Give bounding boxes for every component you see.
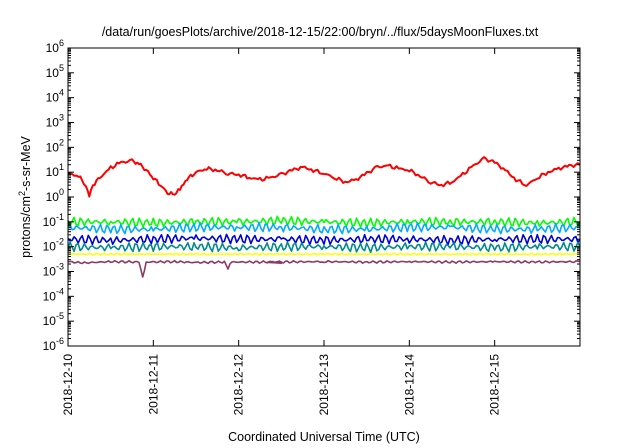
y-axis-label: protons/cm2-s-sr-MeV [17,135,33,257]
y-tick-label: 10-1 [43,212,64,229]
series-line-1 [68,156,581,198]
y-tick-base: 10 [43,339,57,353]
series-line-2 [67,215,581,229]
x-tick-label: 2018-12-12 [232,354,246,416]
chart-title: /data/run/goesPlots/archive/2018-12-15/2… [102,25,539,39]
x-tick-label: 2018-12-14 [402,354,416,416]
y-tick-exp: 4 [59,88,64,98]
y-tick-exp: -5 [56,311,64,321]
y-axis-label-base: protons/cm [19,196,33,258]
y-tick-label: 10-2 [43,237,64,254]
y-tick-exp: 2 [59,137,64,147]
y-tick-base: 10 [43,289,57,303]
y-tick-label: 10-3 [43,262,64,279]
x-tick-label: 2018-12-10 [61,354,75,416]
y-tick-base: 10 [46,91,60,105]
y-tick-exp: 1 [59,162,64,172]
series-line-7 [67,259,581,278]
y-tick-base: 10 [46,190,60,204]
x-tick-label: 2018-12-15 [488,354,502,416]
y-tick-base: 10 [43,265,57,279]
y-tick-exp: -1 [56,212,64,222]
y-tick-base: 10 [43,215,57,229]
y-tick-base: 10 [46,41,60,55]
y-tick-exp: 3 [59,113,64,123]
y-tick-label: 100 [46,187,64,204]
series-line-4 [67,233,581,246]
y-tick-label: 105 [46,63,64,80]
y-axis-label-rest: -s-sr-MeV [19,135,33,191]
y-tick-exp: -4 [56,286,64,296]
x-tick-label: 2018-12-11 [146,354,160,415]
series-layer [67,156,581,278]
plot-frame [67,47,581,347]
y-tick-label: 101 [46,162,64,179]
y-tick-label: 10-4 [43,286,64,303]
y-tick-exp: -2 [56,237,64,247]
y-tick-base: 10 [46,116,60,130]
y-tick-label: 103 [46,113,64,130]
tick-layer: 10610510410310210110010-110-210-310-410-… [43,38,580,415]
y-tick-base: 10 [46,165,60,179]
x-tick-label: 2018-12-13 [317,354,331,416]
y-tick-label: 104 [46,88,64,105]
y-tick-exp: 0 [59,187,64,197]
y-tick-exp: 5 [59,63,64,73]
y-tick-label: 10-5 [43,311,64,328]
y-axis-label-sup: 2 [17,191,27,196]
y-tick-label: 102 [46,137,64,154]
x-axis-label: Coordinated Universal Time (UTC) [228,430,420,444]
series-line-6 [67,252,580,256]
y-tick-label: 10-6 [43,336,64,353]
series-line-5 [67,241,581,254]
y-tick-exp: 6 [59,38,64,48]
series-line-3 [67,221,581,235]
y-tick-base: 10 [43,240,57,254]
y-tick-base: 10 [43,314,57,328]
y-tick-exp: -6 [56,336,64,346]
y-tick-exp: -3 [56,262,64,272]
y-tick-base: 10 [46,66,60,80]
y-tick-base: 10 [46,140,60,154]
y-tick-label: 106 [46,38,64,55]
